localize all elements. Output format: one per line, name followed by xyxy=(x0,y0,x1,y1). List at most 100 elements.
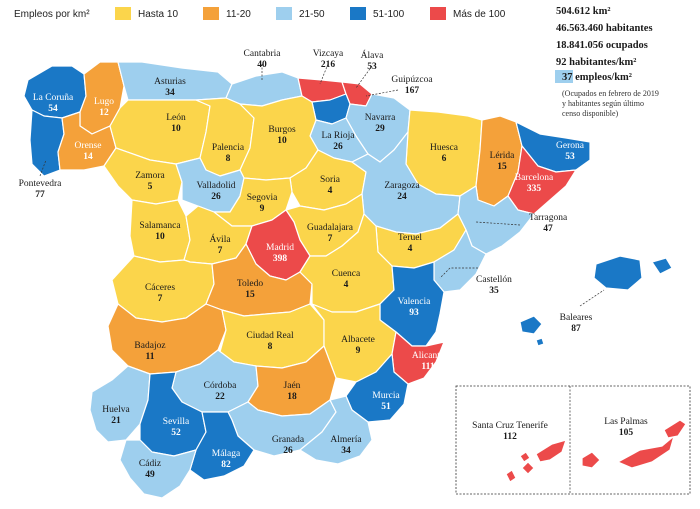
label-value-ciudad-real: 8 xyxy=(268,342,273,352)
stat-note-3: censo disponible) xyxy=(562,109,619,118)
legend-label-hasta-10: Hasta 10 xyxy=(138,9,178,20)
label-name-guadalajara: Guadalajara xyxy=(307,223,354,233)
legend-swatch-hasta-10 xyxy=(115,7,131,20)
province-santa-cruz xyxy=(505,439,567,483)
label-name-asturias: Asturias xyxy=(154,77,186,87)
label-value-baleares: 87 xyxy=(571,324,581,334)
label-value-teruel: 4 xyxy=(408,244,413,254)
label-name-santa-cruz: Santa Cruz Tenerife xyxy=(472,420,548,431)
province-almeria xyxy=(299,395,373,465)
label-name-castellon: Castellón xyxy=(476,275,512,285)
label-name-valladolid: Valladolid xyxy=(196,181,235,191)
label-value-soria: 4 xyxy=(328,186,333,196)
label-value-valladolid: 26 xyxy=(211,192,221,202)
label-name-baleares: Baleares xyxy=(560,313,593,323)
label-name-lugo: Lugo xyxy=(94,97,114,107)
label-value-lerida: 15 xyxy=(497,162,507,172)
label-value-alava: 53 xyxy=(367,62,377,72)
label-name-valencia: Valencia xyxy=(398,297,431,307)
legend-swatch-11-20 xyxy=(203,7,219,20)
label-value-salamanca: 10 xyxy=(155,232,165,242)
province-cadiz xyxy=(119,439,197,499)
label-name-la-coruna: La Coruña xyxy=(33,93,74,103)
label-value-barcelona: 335 xyxy=(527,184,542,194)
legend-title: Empleos por km² xyxy=(14,9,90,20)
label-name-teruel: Teruel xyxy=(398,233,422,243)
label-value-cordoba: 22 xyxy=(215,392,225,402)
label-value-orense: 14 xyxy=(83,152,93,162)
legend: Empleos por km² Hasta 10 11-20 21-50 51-… xyxy=(14,7,506,20)
label-name-soria: Soria xyxy=(320,175,341,185)
legend-swatch-51-100 xyxy=(350,7,366,20)
province-baleares xyxy=(519,255,673,347)
stat-area: 504.612 km² xyxy=(556,6,610,17)
label-name-malaga: Málaga xyxy=(212,449,241,459)
legend-label-51-100: 51-100 xyxy=(373,9,405,20)
stats-panel: 504.612 km² 46.563.460 habitantes 18.841… xyxy=(555,6,659,118)
label-name-orense: Orense xyxy=(75,141,102,151)
label-value-vizcaya: 216 xyxy=(321,60,336,70)
label-name-cuenca: Cuenca xyxy=(332,269,361,279)
label-value-huesca: 6 xyxy=(442,154,447,164)
label-name-murcia: Murcia xyxy=(372,391,400,401)
label-value-sevilla: 52 xyxy=(171,428,181,438)
label-value-asturias: 34 xyxy=(165,88,175,98)
legend-label-21-50: 21-50 xyxy=(299,9,325,20)
label-value-lugo: 12 xyxy=(99,108,109,118)
label-value-la-coruna: 54 xyxy=(48,104,58,114)
label-value-pontevedra: 77 xyxy=(35,190,45,200)
label-name-badajoz: Badajoz xyxy=(134,341,165,351)
label-value-huelva: 21 xyxy=(111,416,121,426)
label-name-tarragona: Tarragona xyxy=(529,213,568,223)
label-name-almeria: Almería xyxy=(330,435,362,445)
label-name-alava: Álava xyxy=(361,49,384,61)
label-name-huelva: Huelva xyxy=(102,405,130,415)
label-value-caceres: 7 xyxy=(158,294,163,304)
label-value-las-palmas: 105 xyxy=(619,428,634,438)
label-value-cantabria: 40 xyxy=(257,60,267,70)
province-barcelona xyxy=(507,145,577,215)
label-name-sevilla: Sevilla xyxy=(163,417,190,427)
label-name-leon: León xyxy=(166,113,186,123)
label-name-lerida: Lérida xyxy=(490,151,516,161)
label-name-gerona: Gerona xyxy=(556,141,585,151)
label-value-valencia: 93 xyxy=(409,308,419,318)
stat-jobs-swatch xyxy=(555,70,573,83)
label-name-segovia: Segovia xyxy=(247,193,278,203)
label-name-caceres: Cáceres xyxy=(145,283,175,293)
province-malaga xyxy=(189,411,255,481)
label-name-cadiz: Cádiz xyxy=(139,459,161,469)
label-value-guadalajara: 7 xyxy=(328,234,333,244)
